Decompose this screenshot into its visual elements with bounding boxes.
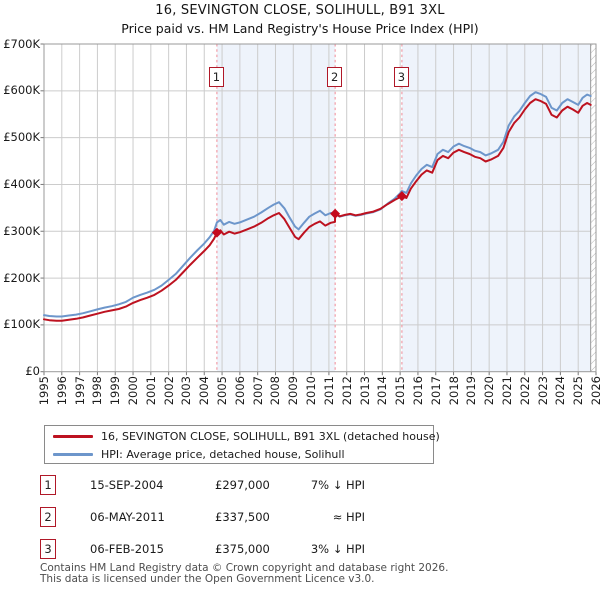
x-tick-2021: 2021 — [499, 376, 514, 406]
sale-row-1: 1 15-SEP-2004 £297,000 7% ↓ HPI — [40, 475, 560, 497]
x-tick-1998: 1998 — [90, 376, 105, 406]
x-tick-2025: 2025 — [571, 376, 586, 406]
ownership-shaded-regions — [216, 44, 591, 372]
axis-ticks — [40, 43, 597, 376]
sale-vs-hpi: ≈ HPI — [332, 510, 365, 524]
x-tick-1995: 1995 — [37, 376, 51, 406]
x-tick-2024: 2024 — [553, 376, 568, 406]
legend-item-property: 16, SEVINGTON CLOSE, SOLIHULL, B91 3XL (… — [45, 427, 440, 445]
sale-markers — [211, 191, 407, 238]
x-tick-2013: 2013 — [357, 376, 372, 406]
sale-row-2: 2 06-MAY-2011 £337,500 ≈ HPI — [40, 507, 560, 529]
x-tick-2020: 2020 — [482, 376, 497, 406]
sale-number-badge: 1 — [40, 475, 56, 495]
chart-sale-annotation-2: 2 — [327, 67, 343, 87]
y-tick-100k: £100K — [3, 317, 40, 331]
x-tick-2023: 2023 — [535, 376, 550, 406]
x-tick-2007: 2007 — [250, 376, 265, 406]
sale-vs-hpi: 3% ↓ HPI — [310, 542, 365, 556]
x-tick-2015: 2015 — [393, 376, 408, 406]
y-tick-700k: £700K — [3, 37, 40, 51]
footer-line-2: This data is licensed under the Open Gov… — [40, 572, 375, 585]
sale-price: £375,000 — [215, 542, 270, 556]
license-footer: Contains HM Land Registry data © Crown c… — [40, 563, 600, 584]
x-tick-2012: 2012 — [339, 376, 354, 406]
page-title: 16, SEVINGTON CLOSE, SOLIHULL, B91 3XL — [155, 3, 445, 18]
x-tick-2026: 2026 — [589, 376, 600, 406]
y-tick-600k: £600K — [3, 83, 40, 97]
legend-label-hpi: HPI: Average price, detached house, Soli… — [101, 448, 345, 461]
y-tick-300k: £300K — [3, 224, 40, 238]
x-tick-2003: 2003 — [179, 376, 194, 406]
legend-label-property: 16, SEVINGTON CLOSE, SOLIHULL, B91 3XL (… — [101, 430, 440, 443]
x-tick-1999: 1999 — [108, 376, 123, 406]
y-tick-400k: £400K — [3, 177, 40, 191]
sale-dashed-lines — [216, 44, 403, 372]
x-tick-2004: 2004 — [197, 376, 212, 406]
chart-sale-annotation-3: 3 — [393, 67, 409, 87]
sale-row-3: 3 06-FEB-2015 £375,000 3% ↓ HPI — [40, 539, 560, 561]
x-tick-2016: 2016 — [410, 376, 425, 406]
x-tick-2005: 2005 — [215, 376, 230, 406]
x-tick-2014: 2014 — [375, 376, 390, 406]
hpi-line-swatch — [53, 453, 93, 456]
x-tick-2018: 2018 — [446, 376, 461, 406]
chart-sale-annotation-1: 1 — [208, 67, 224, 87]
sale-number-badge: 3 — [40, 539, 56, 559]
sale-date: 06-MAY-2011 — [90, 510, 165, 524]
x-tick-2010: 2010 — [304, 376, 319, 406]
legend-item-hpi: HPI: Average price, detached house, Soli… — [45, 445, 433, 463]
legend: 16, SEVINGTON CLOSE, SOLIHULL, B91 3XL (… — [44, 425, 440, 464]
x-tick-2022: 2022 — [517, 376, 532, 406]
y-tick-200k: £200K — [3, 271, 40, 285]
x-tick-2002: 2002 — [161, 376, 176, 406]
sale-price: £297,000 — [215, 478, 270, 492]
property-line-swatch — [53, 435, 93, 438]
footer-line-1: Contains HM Land Registry data © Crown c… — [40, 562, 449, 574]
plot-border — [43, 43, 597, 373]
x-tick-1996: 1996 — [54, 376, 69, 406]
sale-date: 15-SEP-2004 — [90, 478, 164, 492]
x-tick-2006: 2006 — [232, 376, 247, 406]
future-hatch-region — [590, 44, 596, 372]
x-tick-2001: 2001 — [143, 376, 158, 406]
x-tick-2008: 2008 — [268, 376, 283, 406]
x-tick-2009: 2009 — [286, 376, 301, 406]
sale-vs-hpi: 7% ↓ HPI — [310, 478, 365, 492]
x-tick-2000: 2000 — [126, 376, 141, 406]
sale-price: £337,500 — [215, 510, 270, 524]
x-tick-1997: 1997 — [72, 376, 87, 406]
page-subtitle: Price paid vs. HM Land Registry's House … — [121, 21, 479, 36]
price-chart — [40, 43, 597, 376]
x-tick-2011: 2011 — [321, 376, 336, 406]
sale-number-badge: 2 — [40, 507, 56, 527]
y-tick-500k: £500K — [3, 130, 40, 144]
sale-date: 06-FEB-2015 — [90, 542, 164, 556]
x-tick-2017: 2017 — [428, 376, 443, 406]
x-tick-2019: 2019 — [464, 376, 479, 406]
y-tick-0: £0 — [25, 364, 40, 378]
